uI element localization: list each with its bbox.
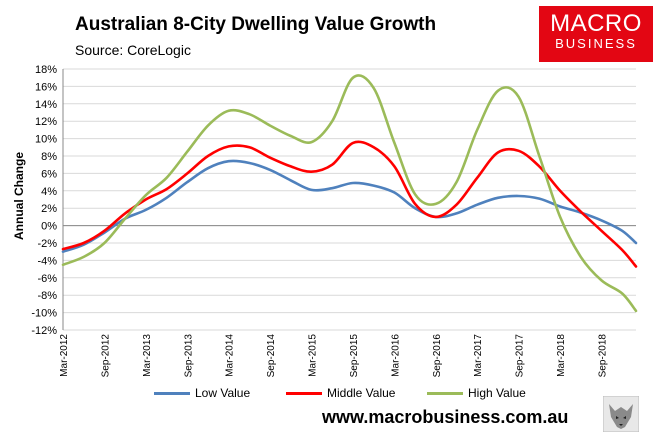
x-tick-label: Sep-2012 [100,334,111,378]
chart-subtitle: Source: CoreLogic [75,42,191,58]
x-tick-label: Mar-2012 [59,334,70,377]
y-tick-label: -10% [31,308,57,320]
legend-label: High Value [468,386,526,400]
y-tick-label: 8% [41,151,57,163]
y-tick-label: -4% [37,255,57,267]
y-tick-label: 10% [35,134,57,146]
legend-swatch [286,391,322,395]
series-line-middle-value [61,140,638,268]
x-tick-label: Mar-2015 [308,334,319,377]
x-tick-label: Mar-2018 [556,334,567,377]
y-tick-label: 16% [35,81,57,93]
series-line-high-value [61,74,638,313]
legend-item-low-value: Low Value [154,386,250,400]
logo-line-2: BUSINESS [555,36,637,51]
y-tick-label: -6% [37,273,57,285]
y-tick-label: -8% [37,290,57,302]
legend-label: Low Value [195,386,251,400]
legend-item-middle-value: Middle Value [286,386,395,400]
x-tick-label: Mar-2014 [225,334,236,377]
y-tick-label: -12% [31,325,57,337]
legend-label: Middle Value [327,386,396,400]
y-tick-label: 12% [35,116,57,128]
x-tick-label: Mar-2017 [473,334,484,377]
y-tick-label: 4% [41,186,57,198]
x-tick-label: Sep-2018 [597,334,608,378]
macrobusiness-logo: MACRO BUSINESS [539,6,653,62]
website-url: www.macrobusiness.com.au [322,407,569,427]
y-tick-label: 18% [35,64,57,76]
y-tick-label: 0% [41,221,57,233]
x-tick-label: Sep-2014 [266,334,277,378]
chart-legend: Low Value Middle Value High Value [0,386,660,404]
logo-line-1: MACRO [550,10,642,37]
y-tick-label: 6% [41,168,57,180]
x-tick-label: Mar-2013 [142,334,153,377]
y-tick-label: 14% [35,99,57,111]
x-tick-label: Sep-2015 [349,334,360,378]
legend-swatch [427,391,463,395]
x-tick-label: Sep-2016 [432,334,443,378]
series-line-low-value [61,159,638,253]
x-tick-label: Sep-2013 [183,334,194,378]
x-tick-label: Sep-2017 [515,334,526,378]
chart-title: Australian 8-City Dwelling Value Growth [75,14,437,35]
y-tick-label: 2% [41,203,57,215]
legend-item-high-value: High Value [427,386,526,400]
y-tick-label: -2% [37,238,57,250]
wolf-logo-icon [603,396,639,432]
x-tick-label: Mar-2016 [390,334,401,377]
legend-swatch [154,391,190,395]
